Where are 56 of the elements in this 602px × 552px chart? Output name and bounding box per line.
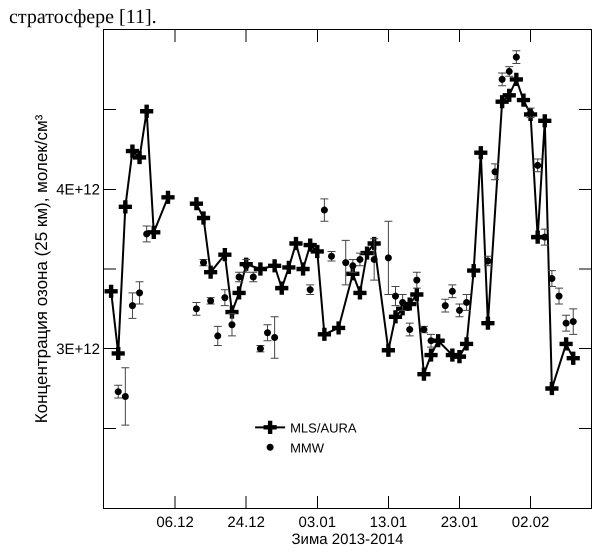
x-tick-label: 24.12 <box>227 514 265 531</box>
point <box>204 266 218 279</box>
point <box>496 95 509 108</box>
y-tick-label: 4E+12 <box>56 182 100 199</box>
point <box>545 382 558 396</box>
point <box>304 238 317 252</box>
point <box>289 236 303 250</box>
x-tick-label: 02.02 <box>512 514 550 531</box>
point <box>353 286 367 300</box>
point <box>332 321 346 335</box>
x-axis-title: Зима 2013-2014 <box>292 531 404 548</box>
point <box>310 244 324 258</box>
point <box>424 348 438 362</box>
point <box>140 104 154 118</box>
point <box>232 286 246 300</box>
point <box>467 264 480 278</box>
point <box>502 88 516 102</box>
point <box>218 248 232 262</box>
point <box>296 262 310 276</box>
point <box>132 150 146 164</box>
point <box>275 282 288 295</box>
point <box>118 200 132 214</box>
point <box>126 144 140 158</box>
point <box>360 246 374 260</box>
point <box>161 190 175 204</box>
x-tick-label: 03.01 <box>298 514 336 531</box>
y-axis-title: Концентрация озона (25 км), молек/см³ <box>32 114 51 424</box>
point <box>566 352 580 365</box>
point <box>516 94 530 107</box>
point <box>112 346 125 360</box>
legend-label: MMW <box>290 440 325 456</box>
point <box>388 310 402 324</box>
x-tick-label: 06.12 <box>156 514 194 531</box>
y-tick-label: 3E+12 <box>56 340 100 358</box>
x-tick-label: 23.01 <box>440 514 478 531</box>
x-tick-label: 13.01 <box>370 514 408 531</box>
point <box>318 328 331 341</box>
point <box>254 262 268 276</box>
point <box>104 284 118 298</box>
point <box>460 337 474 350</box>
legend-label: MLS/AURA <box>290 420 357 436</box>
text: стратосфере [11]. <box>9 6 157 28</box>
point <box>410 288 424 302</box>
point <box>147 226 160 239</box>
point <box>196 211 210 225</box>
point <box>190 197 204 210</box>
point <box>268 259 282 272</box>
point <box>474 146 488 160</box>
point <box>282 260 296 274</box>
point <box>510 72 523 86</box>
point <box>417 368 431 381</box>
point <box>560 337 573 350</box>
point <box>481 316 495 330</box>
point <box>538 114 552 128</box>
point <box>452 350 466 364</box>
point <box>382 344 395 357</box>
